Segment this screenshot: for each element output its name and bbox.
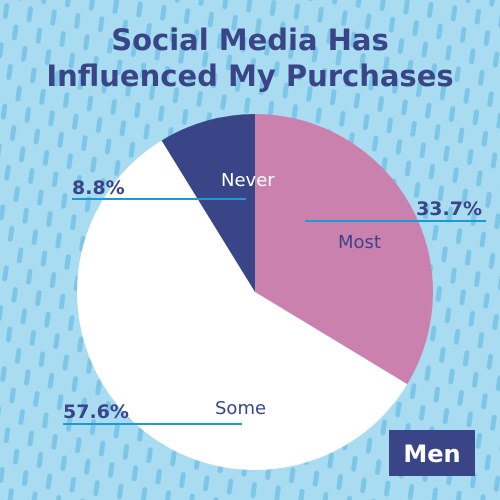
value-label-most: 33.7% — [416, 198, 482, 220]
chart-title-line-1: Social Media Has — [111, 23, 389, 57]
slice-label-some: Some — [215, 398, 266, 419]
pie-slice-some — [77, 140, 408, 470]
leader-lines — [63, 198, 486, 425]
gender-badge-label: Men — [403, 440, 460, 468]
pie-slices — [77, 114, 434, 470]
value-label-never: 8.8% — [72, 177, 125, 199]
slice-label-never: Never — [221, 170, 275, 191]
value-labels: 33.7% 57.6% 8.8% — [63, 177, 482, 423]
chart-title-line-2: Influenced My Purchases — [46, 59, 453, 93]
gender-badge — [389, 430, 475, 476]
pie-slice-never — [161, 114, 255, 292]
value-label-some: 57.6% — [63, 401, 129, 423]
slice-label-most: Most — [338, 232, 381, 253]
pie-slice-most — [255, 114, 434, 385]
category-labels: Most Some Never — [215, 170, 381, 419]
